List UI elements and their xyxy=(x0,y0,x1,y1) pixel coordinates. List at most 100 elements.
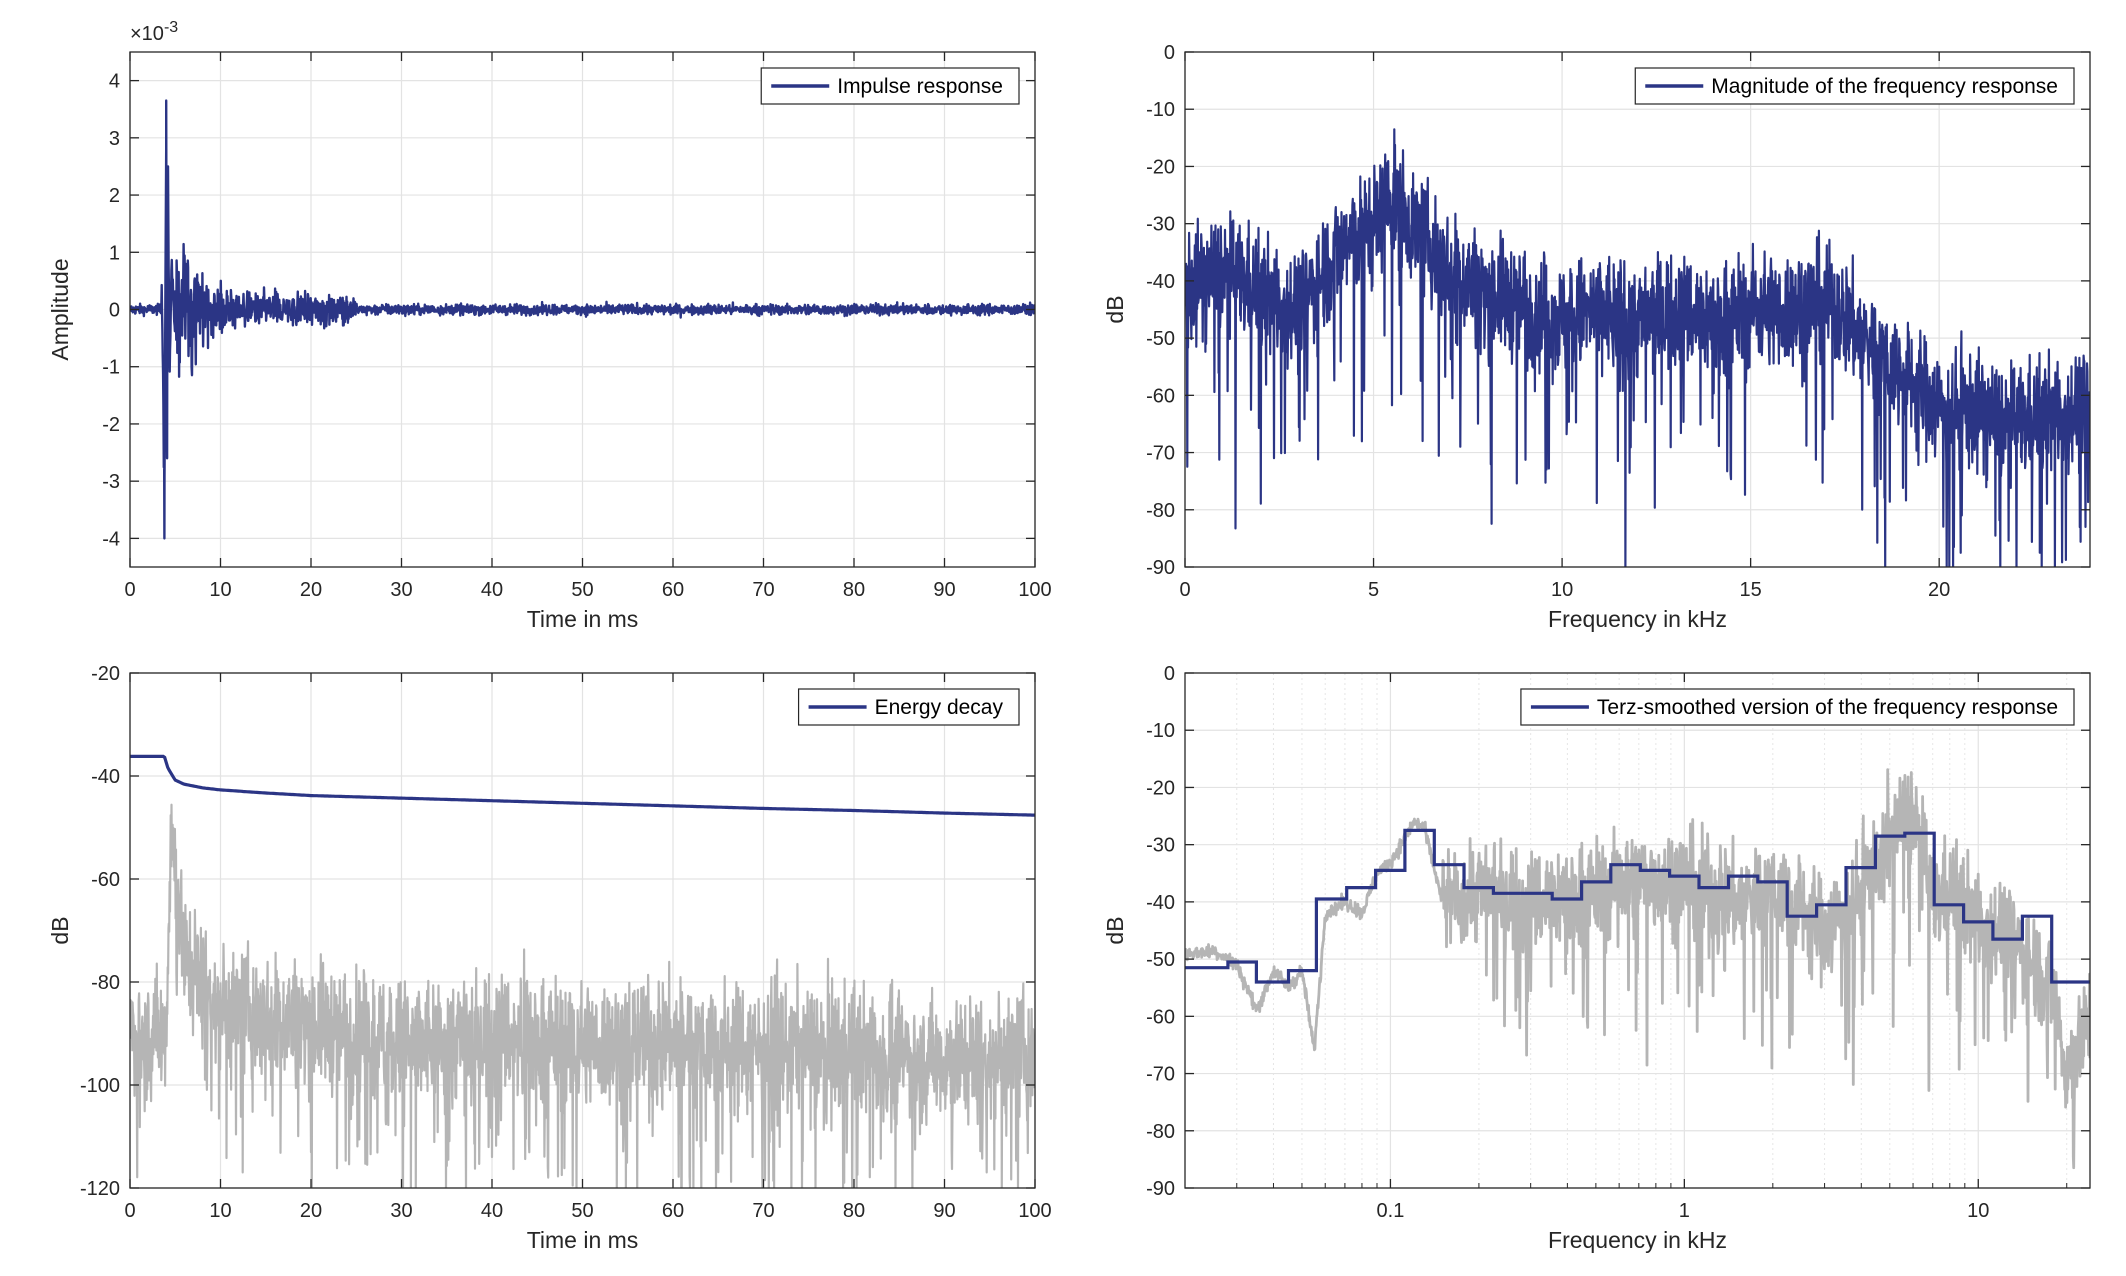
series-group xyxy=(1185,128,2090,567)
series-group xyxy=(130,754,1035,1188)
x-tick-label: 10 xyxy=(1551,579,1573,601)
y-tick-label: -40 xyxy=(1146,271,1175,293)
chart-magnitude: 0 5 10 15 20 0 -10 -20 -30 -40 -50 -60 -70 -80 -90 Freq… xyxy=(1102,42,2091,632)
legend: Impulse response xyxy=(760,67,1020,105)
series-line-terz-smoothed-version-of-the-frequency-response xyxy=(1185,828,2090,984)
y-tick-label: -2 xyxy=(102,414,120,436)
y-tick-label: 0 xyxy=(1164,42,1175,64)
x-tick-label: 30 xyxy=(390,579,412,601)
series-line-impulse-response xyxy=(130,99,1035,540)
y-tick-label: -80 xyxy=(91,972,120,994)
y-tick-label: 0 xyxy=(1164,663,1175,685)
x-axis-label: Frequency in kHz xyxy=(1548,606,1727,632)
y-axis-label: dB xyxy=(47,916,73,944)
x-tick-label: 0 xyxy=(124,1200,135,1222)
x-tick-label: 70 xyxy=(752,1200,774,1222)
y-tick-label: -50 xyxy=(1146,949,1175,971)
y-tick-label: -20 xyxy=(91,663,120,685)
axes-box xyxy=(1184,672,2091,1189)
x-tick-label: 100 xyxy=(1018,579,1051,601)
x-tick-label: 80 xyxy=(843,1200,865,1222)
x-tick-label: 30 xyxy=(390,1200,412,1222)
y-axis-label: dB xyxy=(1102,295,1128,323)
y-tick-label: -40 xyxy=(1146,892,1175,914)
y-tick-label: -70 xyxy=(1146,1064,1175,1086)
x-tick-label: 20 xyxy=(300,1200,322,1222)
ticks: 0 10 20 30 40 50 60 70 80 90 100 -20 -40 -60 -80 -100 -1… xyxy=(80,663,1052,1222)
legend-label: Terz-smoothed version of the frequency r… xyxy=(1597,696,2058,719)
x-tick-label: 40 xyxy=(481,1200,503,1222)
axes-box xyxy=(1184,51,2091,568)
y-tick-label: -30 xyxy=(1146,835,1175,857)
x-tick-label: 0 xyxy=(124,579,135,601)
y-tick-label: -90 xyxy=(1146,557,1175,579)
x-tick-label: 10 xyxy=(209,1200,231,1222)
y-tick-label: -10 xyxy=(1146,720,1175,742)
x-tick-label: 15 xyxy=(1740,579,1762,601)
legend-label: Impulse response xyxy=(837,75,1003,98)
x-tick-label: 80 xyxy=(843,579,865,601)
x-axis-label: Time in ms xyxy=(527,606,639,632)
x-tick-label: 100 xyxy=(1018,1200,1051,1222)
x-tick-label: 70 xyxy=(752,579,774,601)
x-tick-label: 60 xyxy=(662,1200,684,1222)
x-tick-label: 10 xyxy=(1967,1200,1989,1222)
legend-label: Magnitude of the frequency response xyxy=(1711,75,2058,98)
series-line-energy-decay xyxy=(130,754,1035,817)
y-tick-label: -60 xyxy=(91,869,120,891)
x-tick-label: 90 xyxy=(933,579,955,601)
ticks: 0 5 10 15 20 0 -10 -20 -30 -40 -50 -60 -70 -80 -90 xyxy=(1146,42,2090,601)
y-axis-label: Amplitude xyxy=(47,258,73,360)
y-tick-label: -4 xyxy=(102,528,120,550)
y-tick-label: -80 xyxy=(1146,500,1175,522)
x-tick-label: 50 xyxy=(571,579,593,601)
y-exponent-power: -3 xyxy=(164,19,178,36)
series-group xyxy=(130,99,1035,540)
x-tick-label: 50 xyxy=(571,1200,593,1222)
x-tick-label: 1 xyxy=(1679,1200,1690,1222)
ticks: 0 10 20 30 40 50 60 70 80 90 100 -4 -3 -2 -1 0 1 2 3 4 xyxy=(102,52,1052,601)
y-tick-label: -60 xyxy=(1146,1006,1175,1028)
y-exponent-label: ×10-3 xyxy=(130,19,178,45)
y-tick-label: -40 xyxy=(91,766,120,788)
legend-label: Energy decay xyxy=(875,696,1004,719)
x-tick-label: 20 xyxy=(1928,579,1950,601)
y-tick-label: -120 xyxy=(80,1178,120,1200)
x-axis-label: Frequency in kHz xyxy=(1548,1227,1727,1253)
y-tick-label: -1 xyxy=(102,357,120,379)
y-tick-label: -90 xyxy=(1146,1178,1175,1200)
chart-impulse: 0 10 20 30 40 50 60 70 80 90 100 -4 -3 -2 -1 0 1 2 3 4 ×10-3… xyxy=(47,19,1052,632)
y-tick-label: -100 xyxy=(80,1075,120,1097)
legend-box xyxy=(1634,67,2075,105)
legend: Energy decay xyxy=(797,688,1020,726)
ticks: 0.1 1 10 0 -10 -20 -30 -40 -50 -60 -70 -80 -90 xyxy=(1146,663,2090,1222)
y-tick-label: 2 xyxy=(109,185,120,207)
x-axis-label: Time in ms xyxy=(527,1227,639,1253)
x-tick-label: 5 xyxy=(1368,579,1379,601)
y-axis-label: dB xyxy=(1102,916,1128,944)
series-line-magnitude-of-the-frequency-response xyxy=(1185,128,2090,567)
y-tick-label: 3 xyxy=(109,128,120,150)
y-tick-label: -50 xyxy=(1146,328,1175,350)
chart-terz: 0.1 1 10 0 -10 -20 -30 -40 -50 -60 -70 -80 -90 Freque… xyxy=(1102,663,2091,1253)
legend: Magnitude of the frequency response xyxy=(1634,67,2075,105)
series-line-measured-series xyxy=(130,803,1035,1188)
y-tick-label: -70 xyxy=(1146,443,1175,465)
x-tick-label: 0.1 xyxy=(1377,1200,1405,1222)
series-group xyxy=(1185,768,2090,1170)
chart-energy: 0 10 20 30 40 50 60 70 80 90 100 -20 -40 -60 -80 -100 -1… xyxy=(47,663,1052,1253)
legend: Terz-smoothed version of the frequency r… xyxy=(1520,688,2075,726)
x-tick-label: 0 xyxy=(1179,579,1190,601)
x-tick-label: 10 xyxy=(209,579,231,601)
x-tick-label: 20 xyxy=(300,579,322,601)
x-tick-label: 40 xyxy=(481,579,503,601)
y-tick-label: -20 xyxy=(1146,156,1175,178)
y-tick-label: -3 xyxy=(102,471,120,493)
y-tick-label: 1 xyxy=(109,242,120,264)
series-line-measured-series xyxy=(1185,768,2090,1170)
x-tick-label: 60 xyxy=(662,579,684,601)
y-tick-label: -60 xyxy=(1146,385,1175,407)
y-tick-label: -80 xyxy=(1146,1121,1175,1143)
x-tick-label: 90 xyxy=(933,1200,955,1222)
